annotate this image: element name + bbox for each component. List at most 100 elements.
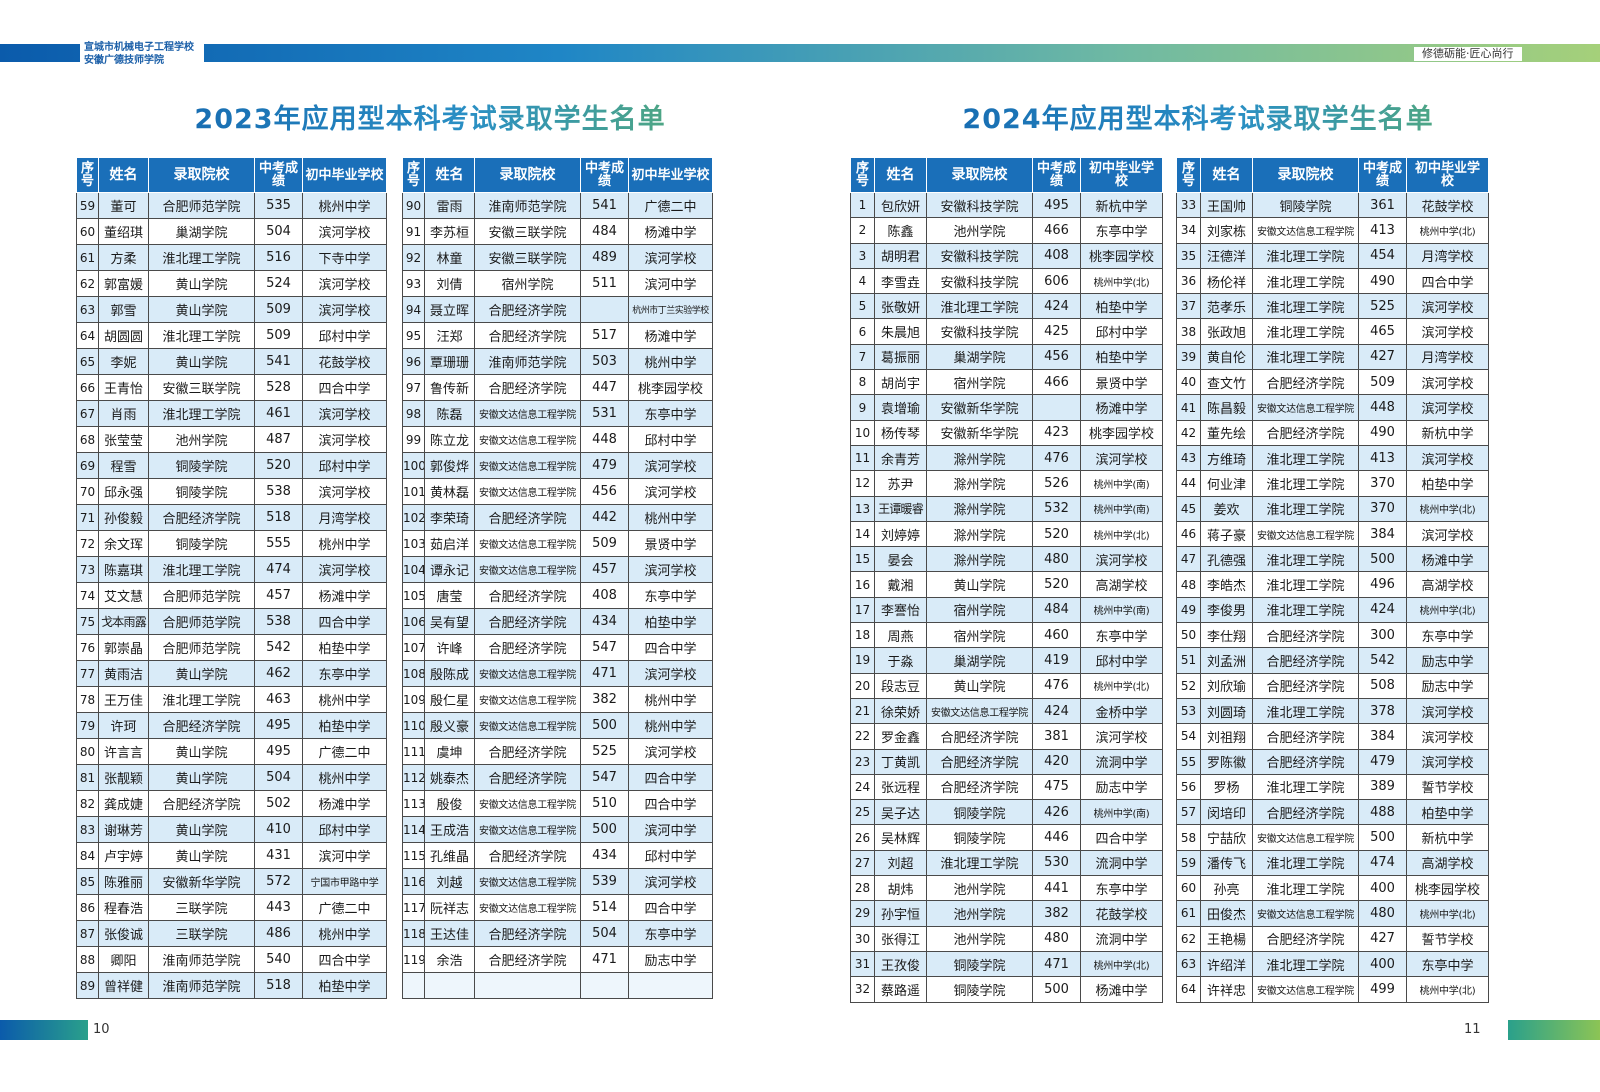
name-cell: 王万佳	[98, 686, 149, 713]
table-row: 18 周燕 宿州学院 460 东亭中学	[850, 622, 1163, 649]
middle-school-cell: 杭州市丁兰实验学校	[628, 296, 713, 323]
table-row: 60 董绍琪 巢湖学院 504 滨河学校	[76, 218, 387, 245]
score-cell: 486	[254, 920, 303, 947]
college-cell: 池州学院	[926, 875, 1033, 902]
roster-table-2023-b: 序号 姓名 录取院校 中考成绩 初中毕业学校 90 雷雨 淮南师范学院 541 广德二中 91 李苏桓…	[402, 157, 713, 999]
name-cell: 宁喆欣	[1200, 824, 1253, 851]
seq-cell: 53	[1176, 697, 1201, 725]
name-cell: 董可	[98, 192, 149, 219]
score-cell: 300	[1358, 622, 1407, 649]
score-cell: 471	[1032, 950, 1081, 978]
middle-school-cell: 柏垫中学	[1406, 799, 1489, 826]
footer-bar-left	[0, 1020, 88, 1040]
middle-school-cell: 柏垫中学	[302, 972, 387, 999]
seq-cell: 41	[1176, 394, 1201, 421]
table-row: 50 李仕翔 合肥经济学院 300 东亭中学	[1176, 622, 1489, 649]
seq-cell: 65	[76, 348, 99, 375]
table-row: 20 段志豆 黄山学院 476 桃州中学(北)	[850, 672, 1163, 699]
seq-cell: 50	[1176, 622, 1201, 649]
middle-school-cell: 桃李园学校	[1080, 419, 1163, 446]
name-cell: 刘家栋	[1200, 217, 1253, 244]
college-cell: 安徽文达信息工程学院	[1252, 824, 1359, 851]
seq-cell: 59	[76, 192, 99, 219]
middle-school-cell: 杨滩中学	[1080, 394, 1163, 421]
college-cell: 合肥师范学院	[148, 608, 255, 635]
table-row: 70 邱永强 铜陵学院 538 滨河学校	[76, 478, 387, 505]
score-cell: 389	[1358, 773, 1407, 801]
college-cell: 安徽文达信息工程学院	[926, 697, 1033, 725]
table-row: 14 刘婷婷 滁州学院 520 桃州中学(北)	[850, 520, 1163, 548]
college-cell: 淮北理工学院	[1252, 773, 1359, 801]
table-row: 107 许峰 合肥经济学院 547 四合中学	[402, 634, 713, 661]
name-cell: 肖雨	[98, 400, 149, 427]
name-cell: 刘越	[424, 868, 475, 895]
score-cell: 532	[1032, 495, 1081, 522]
score-cell: 461	[254, 400, 303, 427]
middle-school-cell: 金桥中学	[1080, 697, 1163, 725]
seq-cell: 63	[76, 296, 99, 323]
seq-cell: 10	[850, 419, 875, 446]
table-row: 10 杨传琴 安徽新华学院 423 桃李园学校	[850, 419, 1163, 446]
college-cell: 池州学院	[148, 426, 255, 453]
table-row: 16 戴湘 黄山学院 520 高湖学校	[850, 571, 1163, 598]
middle-school-cell: 流洞中学	[1080, 925, 1163, 952]
seq-cell: 63	[1176, 950, 1201, 978]
college-cell: 合肥师范学院	[148, 582, 255, 609]
seq-cell: 19	[850, 647, 875, 674]
middle-school-cell: 新杭中学	[1080, 191, 1163, 219]
middle-school-cell: 流洞中学	[1080, 748, 1163, 775]
score-cell: 419	[1032, 647, 1081, 674]
middle-school-cell: 花鼓学校	[1406, 191, 1489, 219]
seq-header: 序号	[1176, 157, 1201, 193]
seq-cell: 44	[1176, 470, 1201, 497]
middle-school-cell: 桃州中学(南)	[1080, 799, 1163, 826]
table-row: 116 刘越 安徽文达信息工程学院 539 滨河学校	[402, 868, 713, 895]
name-cell: 李苏桓	[424, 218, 475, 245]
name-cell: 王国帅	[1200, 191, 1253, 219]
score-cell: 484	[580, 218, 629, 245]
college-cell: 安徽三联学院	[474, 218, 581, 245]
college-cell: 合肥经济学院	[1252, 419, 1359, 446]
table-row: 28 胡炜 池州学院 441 东亭中学	[850, 875, 1163, 902]
table-row: 99 陈立龙 安徽文达信息工程学院 448 邱村中学	[402, 426, 713, 453]
seq-cell: 109	[402, 686, 425, 713]
table-row: 41 陈昌毅 安徽文达信息工程学院 448 滨河学校	[1176, 394, 1489, 421]
name-cell: 余浩	[424, 946, 475, 973]
college-cell: 淮南师范学院	[474, 348, 581, 375]
seq-cell: 111	[402, 738, 425, 765]
name-cell: 唐莹	[424, 582, 475, 609]
seq-header: 序号	[850, 157, 875, 193]
score-cell: 520	[254, 452, 303, 479]
table-row: 4 李雪垚 安徽科技学院 606 桃州中学(北)	[850, 267, 1163, 295]
seq-cell: 110	[402, 712, 425, 739]
table-row: 91 李苏桓 安徽三联学院 484 杨滩中学	[402, 218, 713, 245]
name-cell: 周燕	[874, 622, 927, 649]
middle-school-cell: 东亭中学	[628, 920, 713, 947]
middle-school-cell: 杨滩中学	[302, 582, 387, 609]
score-cell: 454	[1358, 242, 1407, 269]
middle-school-cell: 东亭中学	[1080, 875, 1163, 902]
seq-cell: 13	[850, 495, 875, 522]
table-row: 44 何业津 淮北理工学院 370 柏垫中学	[1176, 470, 1489, 497]
score-cell: 524	[254, 270, 303, 297]
name-cell: 郭俊烨	[424, 452, 475, 479]
name-cell: 孔德强	[1200, 546, 1253, 573]
table-row: 35 汪德洋 淮北理工学院 454 月湾学校	[1176, 242, 1489, 269]
middle-school-cell: 桃李园学校	[1406, 875, 1489, 902]
middle-school-cell: 桃州中学(南)	[1080, 495, 1163, 522]
school-motto: 修德砺能·匠心尚行	[1414, 47, 1522, 61]
college-cell: 滁州学院	[926, 546, 1033, 573]
middle-school-cell: 邱村中学	[302, 452, 387, 479]
college-cell: 合肥经济学院	[474, 634, 581, 661]
name-cell: 杨传琴	[874, 419, 927, 446]
table-row: 5 张敬妍 淮北理工学院 424 柏垫中学	[850, 293, 1163, 320]
college-cell: 安徽科技学院	[926, 191, 1033, 219]
middle-school-cell: 滨河学校	[302, 296, 387, 323]
table-row: 117 阮祥志 安徽文达信息工程学院 514 四合中学	[402, 894, 713, 921]
score-cell: 424	[1032, 293, 1081, 320]
seq-cell: 67	[76, 400, 99, 427]
score-cell: 479	[1358, 748, 1407, 775]
college-cell: 安徽文达信息工程学院	[1252, 394, 1359, 421]
seq-cell: 61	[1176, 900, 1201, 927]
name-cell: 董先绘	[1200, 419, 1253, 446]
